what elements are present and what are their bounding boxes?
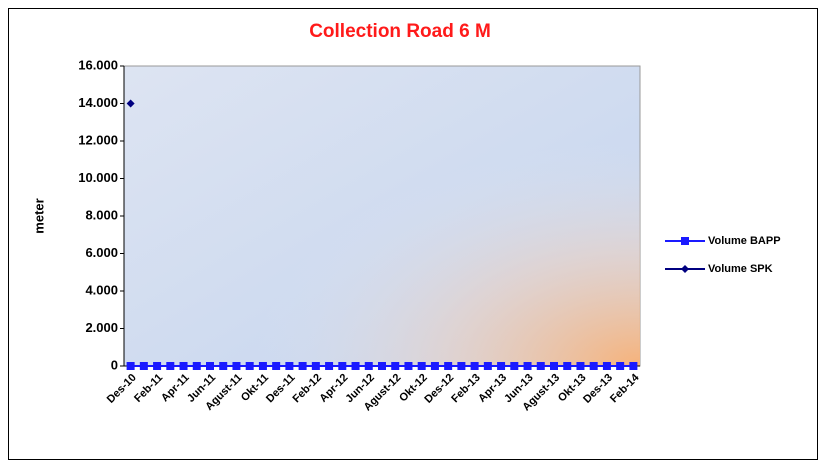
y-tick-label: 12.000 (78, 132, 118, 147)
data-point (219, 362, 228, 370)
data-point (206, 362, 214, 370)
data-point (589, 362, 598, 370)
data-point (298, 362, 307, 370)
data-point (497, 362, 506, 370)
data-point (338, 362, 347, 370)
data-point (483, 362, 492, 370)
y-tick-label: 2.000 (85, 320, 118, 335)
y-tick-label: 8.000 (85, 207, 118, 222)
data-point (563, 362, 572, 370)
y-tick-label: 4.000 (85, 282, 118, 297)
data-point (232, 362, 241, 370)
data-point (404, 362, 413, 370)
legend-label: Volume SPK (708, 263, 773, 275)
data-point (192, 362, 201, 370)
legend-label: Volume BAPP (708, 235, 781, 247)
data-point (417, 362, 426, 370)
data-point (325, 362, 334, 370)
data-point (457, 362, 466, 370)
chart-title: Collection Road 6 M (309, 21, 491, 42)
data-point (166, 362, 175, 370)
data-point (510, 362, 519, 370)
y-tick-label: 0 (111, 357, 118, 372)
y-tick-label: 6.000 (85, 245, 118, 260)
y-tick-label: 14.000 (78, 95, 118, 110)
data-point (272, 362, 281, 370)
data-point (378, 362, 386, 370)
y-axis-label: meter (31, 198, 46, 233)
data-point (430, 362, 439, 370)
y-tick-label: 10.000 (78, 170, 118, 185)
data-point (629, 362, 638, 370)
data-point (444, 362, 453, 370)
data-point (550, 362, 558, 370)
data-point (245, 362, 254, 370)
data-point (523, 362, 532, 370)
data-point (351, 362, 360, 370)
data-point (470, 362, 479, 370)
data-point (616, 362, 625, 370)
data-point (179, 362, 188, 370)
data-point (364, 362, 373, 370)
data-point (126, 99, 135, 108)
data-point (576, 362, 585, 370)
data-point (258, 362, 267, 370)
data-point (139, 362, 148, 370)
data-point (536, 362, 545, 370)
data-point (153, 362, 162, 370)
data-point (311, 362, 320, 370)
plot-glow (124, 66, 640, 366)
legend-marker (681, 237, 689, 245)
data-point (285, 362, 294, 370)
data-point (391, 362, 400, 370)
data-point (602, 362, 611, 370)
legend-marker (681, 265, 689, 273)
data-point (126, 362, 135, 370)
y-tick-label: 16.000 (78, 57, 118, 72)
